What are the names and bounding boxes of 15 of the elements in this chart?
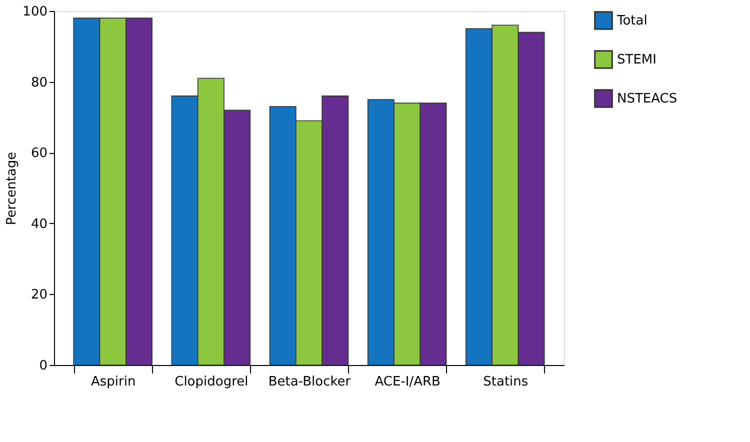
y-tick-label: 20 (30, 288, 48, 303)
legend-label: NSTEACS (617, 92, 678, 106)
x-tick-label: Beta-Blocker (268, 374, 352, 390)
x-tick-label: ACE-I/ARB (374, 374, 440, 390)
x-tick-label: Aspirin (90, 374, 136, 390)
y-tick-label: 40 (30, 216, 48, 232)
legend-label: Total (616, 14, 648, 28)
x-tick-label: Clopidogrel (174, 374, 248, 390)
y-tick-label: 80 (30, 75, 48, 90)
legend-label: STEMI (617, 52, 656, 68)
x-tick-label: Statins (483, 374, 528, 390)
y-axis-title: Percentage (4, 152, 20, 226)
y-tick-label: 100 (22, 4, 48, 20)
y-tick-label: 60 (30, 146, 48, 162)
y-tick-label: 0 (39, 358, 48, 374)
